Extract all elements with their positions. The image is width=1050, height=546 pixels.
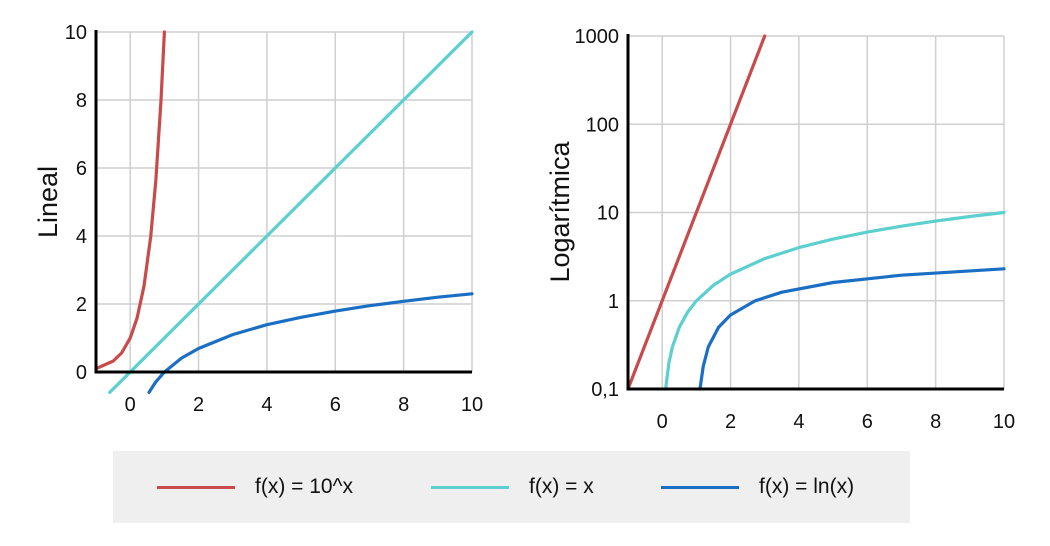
y-tick-label: 1 (608, 291, 619, 313)
series-line-exp (96, 30, 166, 371)
y-tick-label: 6 (76, 158, 87, 180)
legend-swatch-exp (157, 485, 235, 489)
legend-item-exp: f(x) = 10^x (157, 451, 353, 523)
x-tick-label: 10 (461, 394, 483, 416)
x-tick-label: 4 (793, 411, 804, 433)
x-tick-label: 2 (193, 394, 204, 416)
legend-item-identity: f(x) = x (431, 451, 594, 523)
x-tick-label: 6 (862, 411, 873, 433)
x-tick-label: 4 (261, 394, 272, 416)
y-tick-label: 1000 (575, 26, 620, 48)
y-tick-label: 10 (597, 203, 619, 225)
y-tick-label: 0,1 (591, 379, 619, 401)
legend-label-log: f(x) = ln(x) (759, 475, 855, 498)
x-tick-label: 8 (398, 394, 409, 416)
series-line-identity (108, 30, 474, 394)
x-tick-label: 6 (330, 394, 341, 416)
legend-item-log: f(x) = ln(x) (661, 451, 854, 523)
x-tick-label: 8 (930, 411, 941, 433)
y-axis-title: Logarítmica (545, 140, 575, 282)
y-tick-label: 100 (586, 114, 619, 136)
y-axis-title: Lineal (33, 166, 63, 238)
series-line-log (147, 292, 474, 394)
x-tick-label: 2 (725, 411, 736, 433)
legend-swatch-identity (431, 485, 509, 489)
y-tick-label: 0 (76, 362, 87, 384)
linear-chart: 0 2 4 6 8 10 0 2 4 6 8 10 Lineal (33, 22, 483, 416)
y-tick-label: 8 (76, 90, 87, 112)
legend-label-identity: f(x) = x (529, 475, 594, 498)
y-tick-label: 10 (65, 22, 87, 44)
series-line-log (698, 267, 1006, 391)
y-tick-label: 2 (76, 294, 87, 316)
x-tick-label: 0 (657, 411, 668, 433)
legend: f(x) = 10^x f(x) = x f(x) = ln(x) (113, 451, 910, 523)
legend-swatch-log (661, 485, 739, 489)
x-tick-label: 10 (993, 411, 1015, 433)
y-tick-label: 4 (76, 226, 87, 248)
log-chart: 0 2 4 6 8 10 0,1 1 10 100 1000 Logarítmica (545, 26, 1015, 433)
series-line-exp (628, 34, 767, 391)
x-tick-label: 0 (125, 394, 136, 416)
series-line-identity (664, 210, 1006, 391)
legend-label-exp: f(x) = 10^x (255, 475, 353, 498)
